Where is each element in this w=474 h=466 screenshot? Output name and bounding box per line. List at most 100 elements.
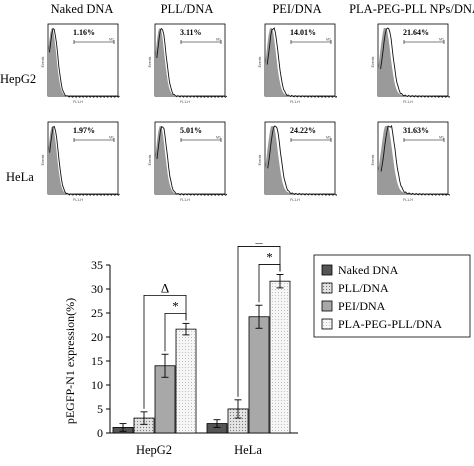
significance-symbol: Δ [255,243,263,246]
histogram-x-label: FL1-H [73,100,83,104]
column-title-pei-dna: PEI/DNA [272,2,322,16]
gate-label: M1 [439,136,444,140]
gate-label: M1 [326,136,331,140]
flow-histogram-panel: M1 21.64% Events FL1-H [370,18,450,108]
row-label-hela: HeLa [6,170,34,184]
histogram-y-label: Events [41,154,45,165]
histogram-filled-peak [378,126,448,194]
histogram-y-label: Events [371,56,375,67]
significance-symbol: Δ [161,280,169,295]
legend-box [313,254,471,338]
y-tick-label: 25 [91,306,103,320]
histogram-outline-peak [156,125,227,196]
positive-percentage-label: 24.22% [290,126,316,135]
flow-histogram-svg: M1 1.16% Events FL1-H [41,23,120,104]
histogram-y-label: Events [258,154,262,165]
positive-percentage-label: 1.16% [73,28,95,37]
significance-bracket [237,246,281,397]
histogram-x-label: FL1-H [180,100,190,104]
bar [175,328,197,434]
significance-symbol: * [266,249,273,264]
flow-histogram-panel: M1 5.01% Events FL1-H [147,116,227,206]
category-label: HepG2 [136,443,172,457]
histogram-x-label: FL1-H [290,198,300,202]
flow-histogram-svg: M1 31.63% Events FL1-H [371,121,450,202]
gate-label: M1 [216,38,221,42]
bar [269,280,291,434]
histogram-filled-peak [155,126,225,194]
histogram-y-label: Events [148,154,152,165]
legend-label: PLA-PEG-PLL/DNA [338,317,442,331]
flow-histogram-svg: M1 1.97% Events FL1-H [41,121,120,202]
histogram-filled-peak [48,126,118,194]
y-tick-label: 35 [91,258,103,272]
flow-histogram-panel: M1 3.11% Events FL1-H [147,18,227,108]
histogram-outline-peak [266,27,337,98]
column-title-naked-dna: Naked DNA [50,2,114,16]
histogram-x-label: FL1-H [403,100,413,104]
y-axis-title: pEGFP-N1 expression(%) [63,298,77,424]
histogram-y-label: Events [41,56,45,67]
histogram-x-label: FL1-H [290,100,300,104]
flow-histogram-panel: M1 1.97% Events FL1-H [40,116,120,206]
legend-label: PEI/DNA [338,299,386,313]
positive-percentage-label: 5.01% [180,126,202,135]
histogram-x-label: FL1-H [180,198,190,202]
gate-label: M1 [439,38,444,42]
flow-histogram-svg: M1 21.64% Events FL1-H [371,23,450,104]
row-label-hepg2: HepG2 [0,72,37,86]
flow-histogram-panel: M1 14.01% Events FL1-H [257,18,337,108]
positive-percentage-label: 31.63% [403,126,429,135]
legend-label: Naked DNA [338,263,399,277]
histogram-filled-peak [48,28,118,96]
flow-histogram-svg: M1 3.11% Events FL1-H [148,23,227,104]
histogram-outline-peak [156,27,227,98]
column-title-pll-dna: PLL/DNA [160,2,214,16]
y-tick-label: 5 [97,402,103,416]
histogram-outline-peak [380,27,450,98]
bar-chart-svg: pEGFP-N1 expression(%) 0 5 10 15 20 25 30 35 Hep… [63,231,471,457]
flow-histogram-svg: M1 24.22% Events FL1-H [258,121,337,202]
histogram-outline-peak [49,126,120,196]
significance-symbol: * [172,298,179,313]
histogram-x-label: FL1-H [403,198,413,202]
histogram-y-label: Events [258,56,262,67]
flow-histogram-panel: M1 1.16% Events FL1-H [40,18,120,108]
positive-percentage-label: 1.97% [73,126,95,135]
y-tick-label: 10 [91,378,103,392]
y-tick-label: 20 [91,330,103,344]
legend-swatch [321,300,333,312]
gate-label: M1 [326,38,331,42]
histogram-filled-peak [265,28,335,96]
legend-swatch [321,318,333,330]
gate-label: M1 [216,136,221,140]
gate-label: M1 [109,38,114,42]
positive-percentage-label: 14.01% [290,28,316,37]
column-title-pla-peg-pll-nps-dna: PLA-PEG-PLL NPs/DNA [349,2,474,16]
legend: Naked DNA PLL/DNA PEI/DNA PLA-PEG-PLL/DNA [313,254,471,338]
y-tick-label: 30 [91,282,103,296]
bar [248,316,270,434]
significance-bracket [143,294,187,409]
histogram-outline-peak [380,125,450,196]
histogram-filled-peak [155,28,225,96]
flow-histogram-panel: M1 31.63% Events FL1-H [370,116,450,206]
histogram-filled-peak [378,28,448,96]
positive-percentage-label: 3.11% [180,28,202,37]
histogram-x-label: FL1-H [73,198,83,202]
bar-chart: pEGFP-N1 expression(%) 0 5 10 15 20 25 30 35 Hep… [40,231,474,461]
category-label: HeLa [234,443,262,457]
flow-histogram-svg: M1 5.01% Events FL1-H [148,121,227,202]
flow-histogram-panel: M1 24.22% Events FL1-H [257,116,337,206]
y-tick-label: 0 [97,426,103,440]
legend-swatch [321,264,333,276]
y-tick-label: 15 [91,354,103,368]
legend-swatch [321,282,333,294]
legend-label: PLL/DNA [338,281,389,295]
histogram-filled-peak [265,126,335,194]
histogram-y-label: Events [148,56,152,67]
histogram-outline-peak [267,125,337,196]
flow-histogram-svg: M1 14.01% Events FL1-H [258,23,337,104]
